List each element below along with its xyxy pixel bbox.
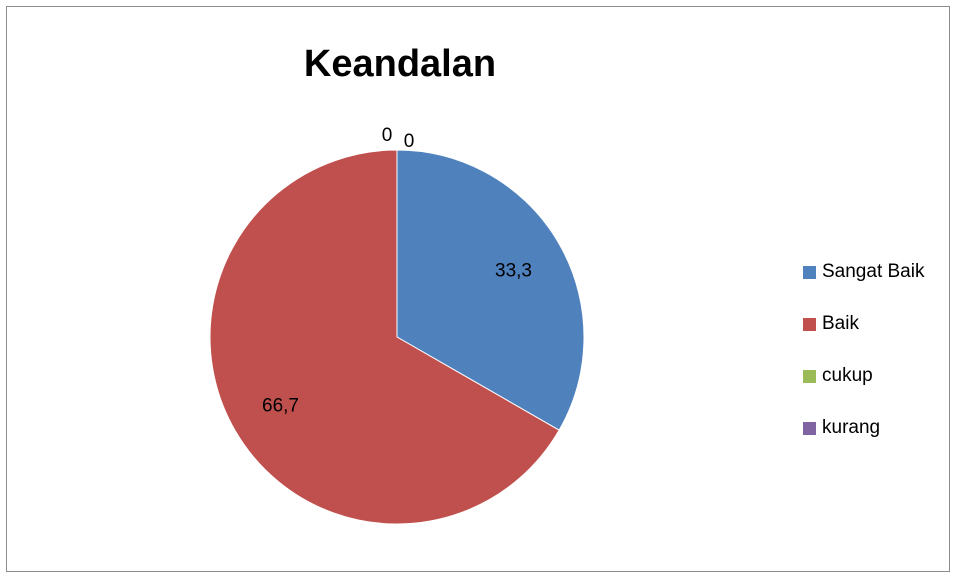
- legend-item-sangat-baik: Sangat Baik: [803, 259, 924, 285]
- pie-slice-sangat-baik: [396, 149, 585, 431]
- legend-item-baik: Baik: [803, 311, 924, 337]
- data-label-baik: 66,7: [262, 395, 299, 416]
- chart-title: Keandalan: [303, 43, 497, 85]
- chart-area: Keandalan 33,3 66,7 0 0 Sangat Baik Baik cuku…: [6, 6, 950, 572]
- legend-label: kurang: [822, 417, 881, 438]
- pie-slice-baik: [209, 149, 560, 525]
- pie-chart: 33,3 66,7 0 0: [209, 125, 585, 525]
- legend-label: Baik: [822, 313, 859, 334]
- legend-item-cukup: cukup: [803, 363, 924, 389]
- legend-swatch: [803, 369, 816, 383]
- legend-swatch: [803, 265, 816, 279]
- legend-item-kurang: kurang: [803, 415, 924, 441]
- legend-swatch: [803, 421, 816, 435]
- data-label-cukup: 0: [382, 125, 393, 146]
- data-label-kurang: 0: [404, 131, 415, 152]
- legend-label: cukup: [822, 365, 873, 386]
- legend-swatch: [803, 317, 816, 331]
- data-label-sangat-baik: 33,3: [495, 261, 532, 282]
- legend-label: Sangat Baik: [822, 261, 925, 282]
- chart-legend: Sangat Baik Baik cukup kurang: [803, 259, 924, 467]
